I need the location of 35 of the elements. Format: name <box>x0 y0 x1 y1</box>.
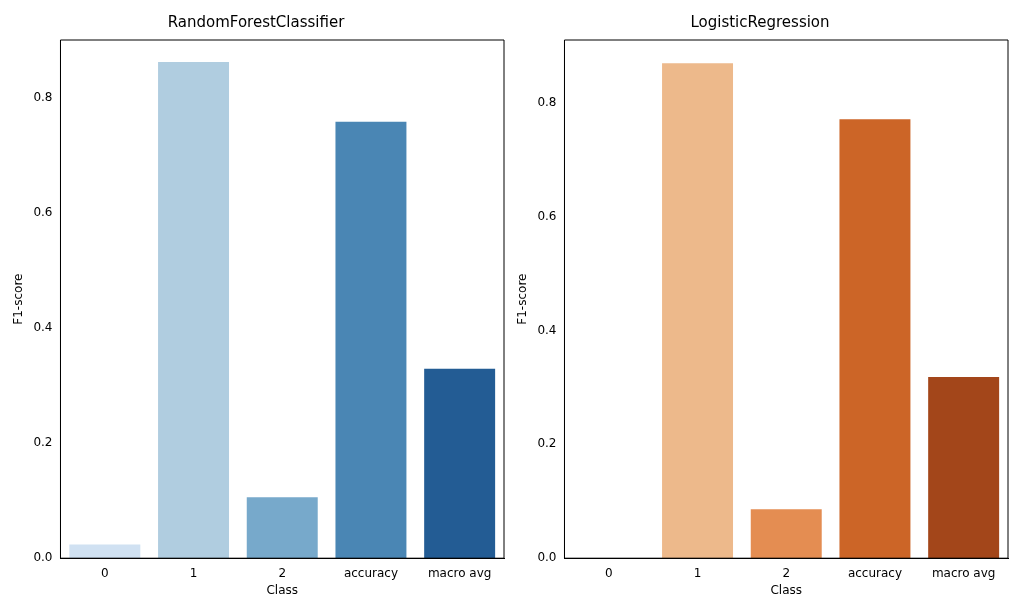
bar <box>424 368 496 559</box>
chart-title: LogisticRegression <box>690 12 830 31</box>
y-tick-label: 0.8 <box>537 94 557 109</box>
x-axis-title: Class <box>770 582 803 597</box>
y-tick-label: 0.6 <box>537 208 557 223</box>
bar <box>750 509 822 559</box>
y-tick-label: 0.2 <box>537 436 557 451</box>
y-tick-label: 0.2 <box>33 435 53 450</box>
bar <box>69 544 141 559</box>
y-tick-label: 0.6 <box>33 204 53 219</box>
x-tick-label: macro avg <box>427 565 492 580</box>
x-tick-label: accuracy <box>847 565 903 580</box>
x-tick-label: 0 <box>101 565 109 580</box>
x-tick-label: accuracy <box>343 565 399 580</box>
bar <box>158 61 230 559</box>
y-axis-title: F1-score <box>11 273 26 325</box>
bar <box>928 377 1000 559</box>
y-axis-title: F1-score <box>515 273 530 325</box>
bar <box>839 119 911 559</box>
bar <box>335 121 407 559</box>
y-tick-label: 0.4 <box>537 322 557 337</box>
bar <box>662 63 734 559</box>
y-tick-label: 0.8 <box>33 89 53 104</box>
x-tick-label: 0 <box>605 565 613 580</box>
x-tick-label: macro avg <box>931 565 996 580</box>
x-tick-label: 1 <box>189 565 198 580</box>
x-axis-title: Class <box>266 582 299 597</box>
y-tick-label: 0.0 <box>33 550 53 565</box>
x-tick-label: 2 <box>278 565 287 580</box>
bar <box>246 497 318 559</box>
chart-title: RandomForestClassifier <box>167 12 346 31</box>
y-tick-label: 0.4 <box>33 320 53 335</box>
x-tick-label: 2 <box>782 565 791 580</box>
x-tick-label: 1 <box>693 565 702 580</box>
y-tick-label: 0.0 <box>537 550 557 565</box>
